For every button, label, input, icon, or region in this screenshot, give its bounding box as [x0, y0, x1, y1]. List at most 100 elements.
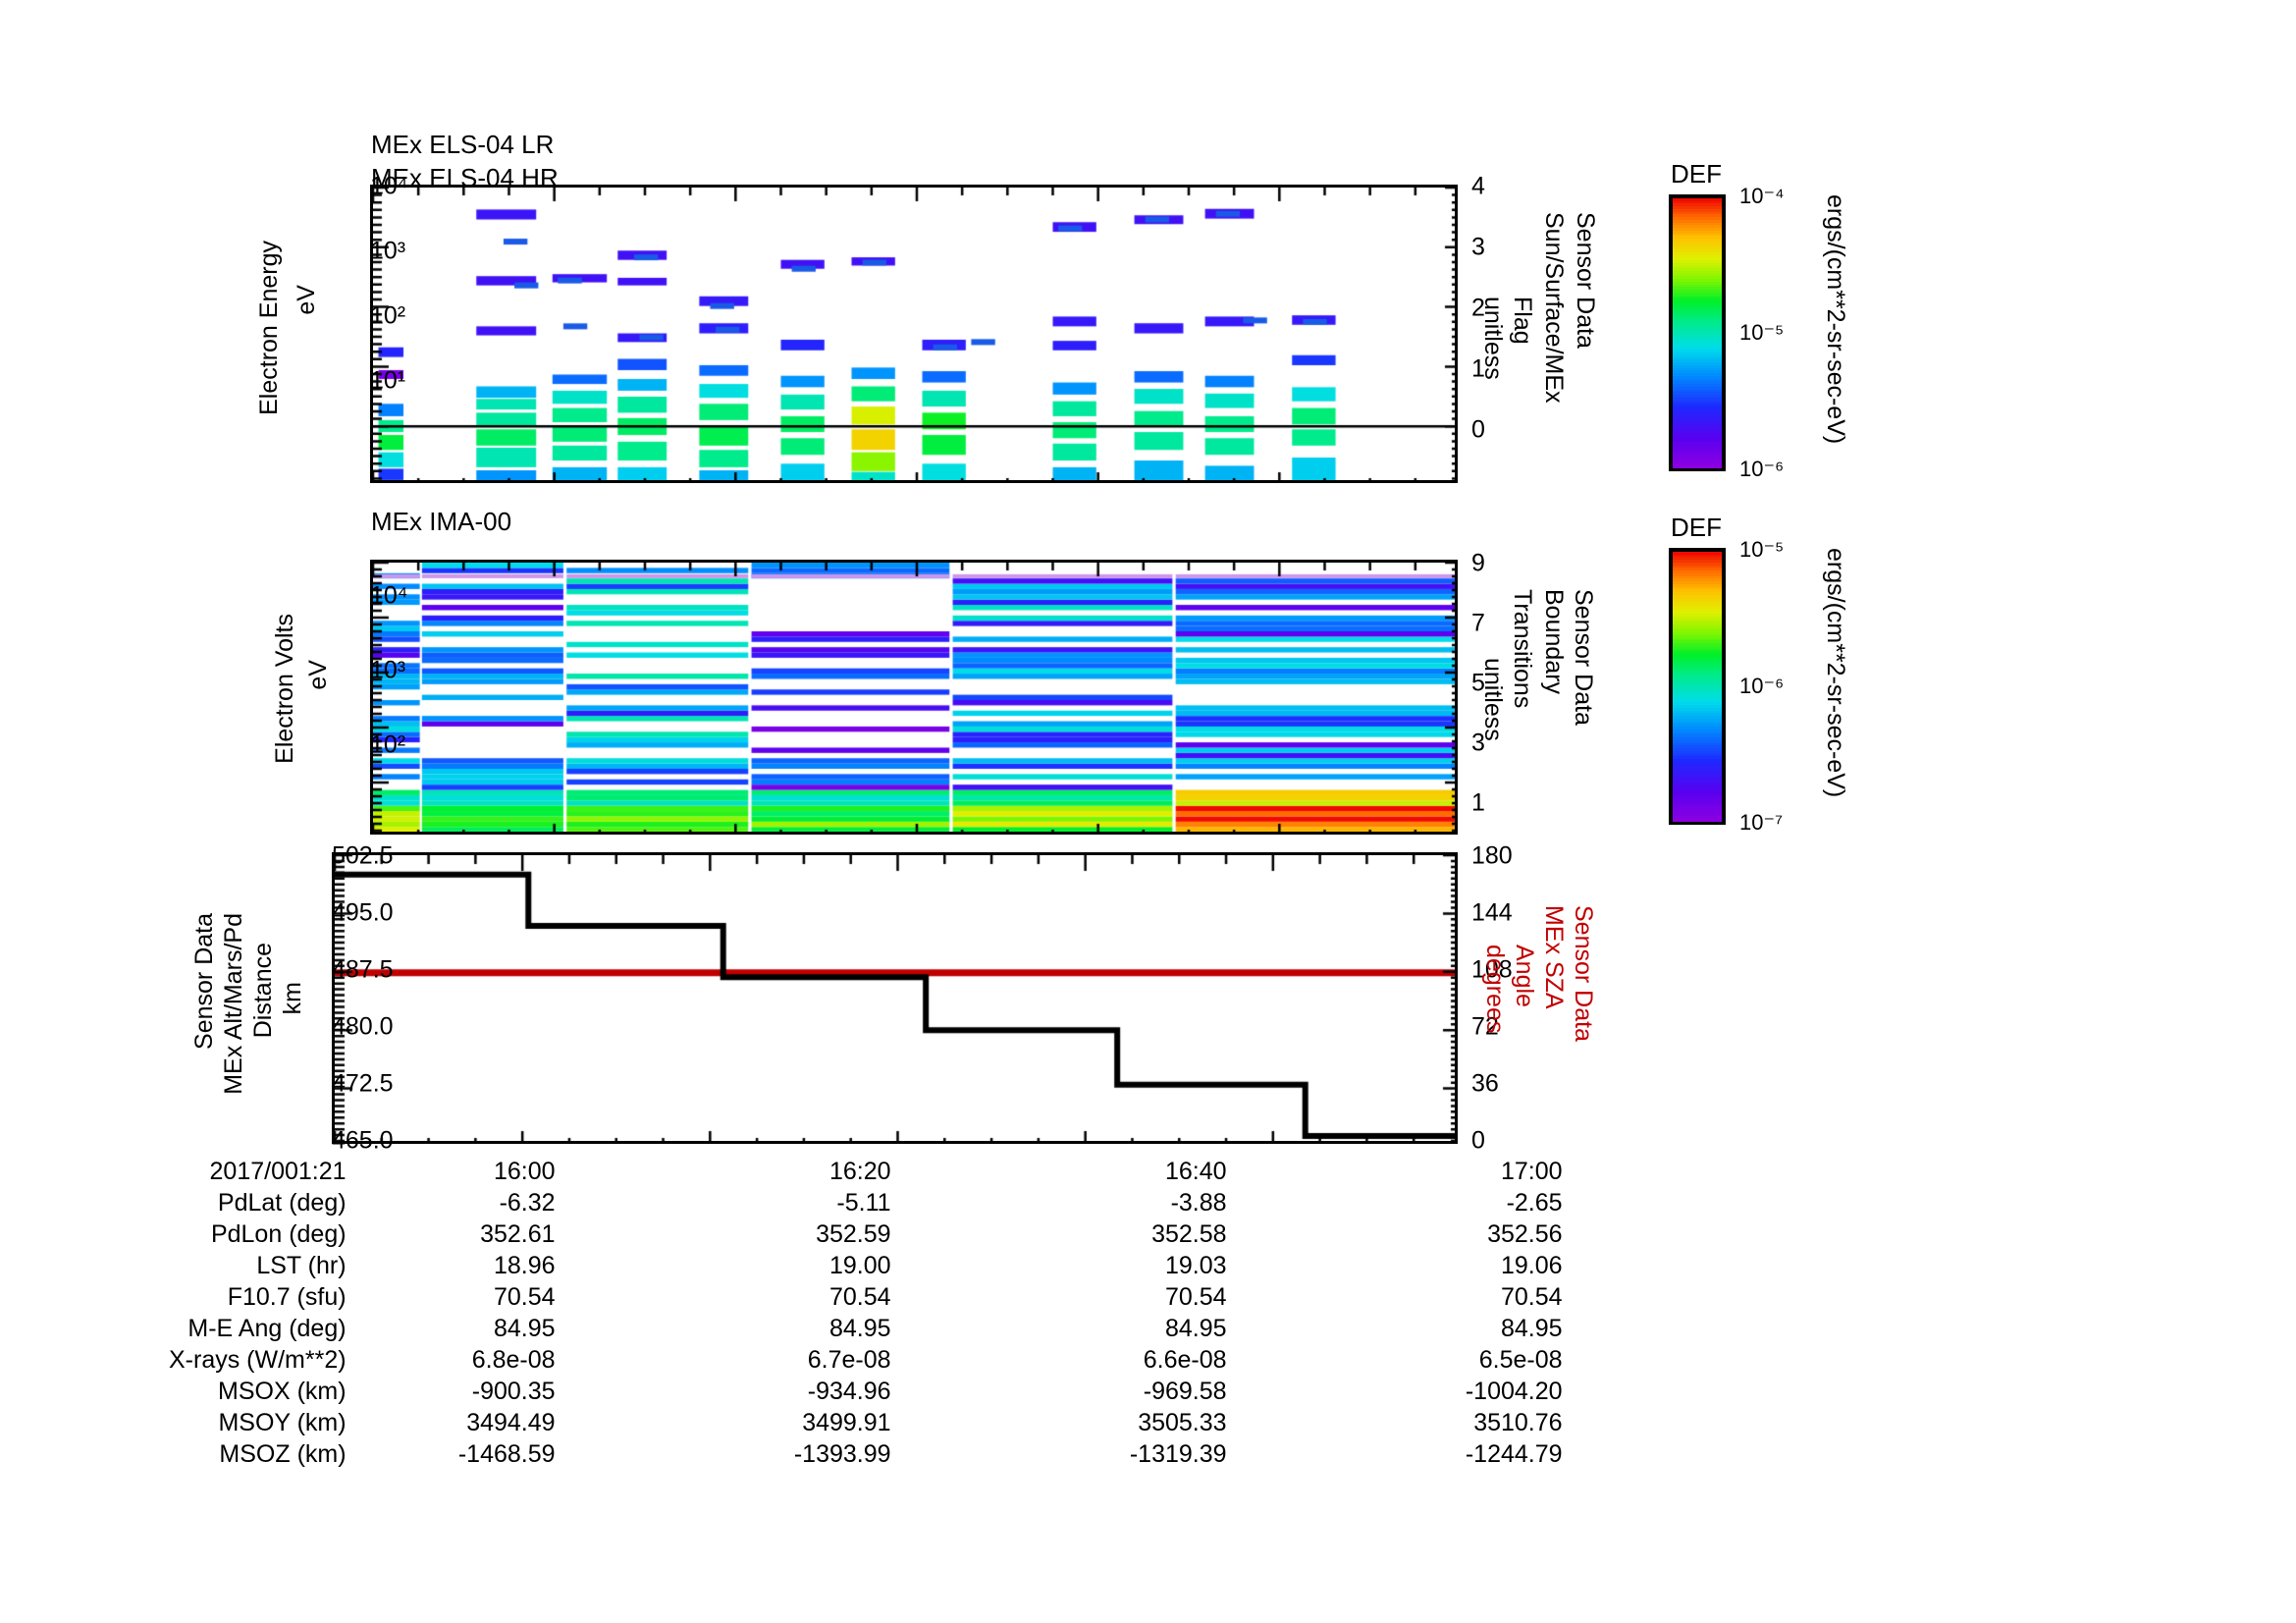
els-right-axis-l3: Flag — [1509, 297, 1536, 345]
ima-y-axis-unit: eV — [304, 660, 332, 690]
els-y-axis-unit-text: eV — [293, 285, 320, 315]
ima-colorbar — [1669, 548, 1726, 825]
els-colorbar-title: DEF — [1671, 159, 1722, 189]
table-row-label: PdLon (deg) — [210, 1220, 347, 1248]
ima-y-axis-unit-text: eV — [304, 660, 332, 690]
table-cell: -6.32 — [499, 1189, 556, 1217]
table-row: 2017/001:21 16:00 16:20 16:40 17:00 — [169, 1157, 1563, 1186]
table-cell: 16:00 — [494, 1158, 556, 1185]
ima-right-axis-l1: Sensor Data — [1570, 589, 1597, 726]
table-row-label: PdLat (deg) — [217, 1189, 347, 1217]
table-row-label: X-rays (W/m**2) — [169, 1346, 347, 1374]
alt-y-l3: Distance — [249, 943, 277, 1039]
table-cell: 16:20 — [829, 1158, 891, 1185]
sza-right-ytick-144: 144 — [1471, 898, 1513, 927]
table-cell: 352.58 — [1151, 1220, 1227, 1248]
table-cell: -2.65 — [1506, 1189, 1563, 1217]
table-row-label: MSOX (km) — [218, 1378, 347, 1405]
els-colorbar — [1669, 194, 1726, 471]
sza-right-axis-line1: Sensor Data — [1570, 905, 1597, 1042]
table-cell: -1468.59 — [457, 1440, 556, 1468]
table-row-label: LST (hr) — [256, 1252, 347, 1279]
sza-right-ytick-0: 0 — [1471, 1126, 1485, 1155]
table-cell: 352.61 — [480, 1220, 556, 1248]
els-right-axis-l4: unitless — [1479, 297, 1507, 380]
table-cell: 3505.33 — [1138, 1409, 1227, 1436]
table-cell: 19.00 — [829, 1252, 891, 1279]
table-cell: 3510.76 — [1473, 1409, 1563, 1436]
ima-right-ytick-3: 3 — [1471, 729, 1485, 757]
table-row-label: MSOY (km) — [218, 1409, 347, 1436]
table-row: M-E Ang (deg) 84.95 84.95 84.95 84.95 — [169, 1314, 1563, 1343]
els-spectrogram-panel — [370, 185, 1458, 483]
els-right-ytick-1: 1 — [1471, 354, 1485, 383]
table-cell: 352.56 — [1487, 1220, 1563, 1248]
els-colorbar-tick-max: 10⁻⁴ — [1739, 184, 1785, 208]
ima-colorbar-title: DEF — [1671, 513, 1722, 542]
els-colorbar-units: ergs/(cm**2-sr-sec-eV) — [1822, 194, 1849, 445]
table-cell: 17:00 — [1501, 1158, 1563, 1185]
ima-title: MEx IMA-00 — [371, 507, 512, 536]
table-row: MSOY (km) 3494.49 3499.91 3505.33 3510.76 — [169, 1408, 1563, 1437]
ima-colorbar-units: ergs/(cm**2-sr-sec-eV) — [1822, 548, 1849, 798]
ima-colorbar-tick-mid: 10⁻⁶ — [1739, 674, 1785, 698]
table-cell: -1319.39 — [1129, 1440, 1227, 1468]
table-cell: 6.8e-08 — [471, 1346, 556, 1374]
table-cell: -3.88 — [1170, 1189, 1227, 1217]
ima-colorbar-tick-max: 10⁻⁵ — [1739, 537, 1785, 562]
table-cell: 18.96 — [494, 1252, 556, 1279]
ima-colorbar-tick-min: 10⁻⁷ — [1739, 810, 1784, 835]
alt-y-l1: Sensor Data — [190, 913, 218, 1050]
els-y-axis-label: Electron Energy — [255, 241, 283, 415]
ima-spectrogram-panel — [370, 560, 1458, 835]
els-right-ytick-0: 0 — [1471, 415, 1485, 444]
ima-right-axis-label-line3: Transitions — [1509, 589, 1536, 709]
alt-y-axis-line3: Distance — [249, 943, 277, 1039]
table-cell: 19.06 — [1501, 1252, 1563, 1279]
alt-y-axis-line2: MEx Alt/Mars/Pd — [220, 913, 247, 1095]
alt-y-axis-line4: km — [279, 982, 306, 1015]
table-cell: 70.54 — [829, 1283, 891, 1311]
sza-right-ytick-108: 108 — [1471, 955, 1513, 984]
table-row-label: MSOZ (km) — [219, 1440, 347, 1468]
alt-y-l2: MEx Alt/Mars/Pd — [220, 913, 247, 1095]
table-row: LST (hr) 18.96 19.00 19.03 19.06 — [169, 1251, 1563, 1280]
els-lr-title: MEx ELS-04 LR — [371, 130, 555, 159]
table-cell: 352.59 — [816, 1220, 891, 1248]
sza-right-l1: Sensor Data — [1570, 905, 1597, 1042]
table-cell: 84.95 — [1501, 1315, 1563, 1342]
ima-right-ytick-1: 1 — [1471, 788, 1485, 817]
els-hr-title: MEx ELS-04 HR — [371, 163, 559, 192]
table-cell: -969.58 — [1143, 1378, 1227, 1405]
table-row: F10.7 (sfu) 70.54 70.54 70.54 70.54 — [169, 1282, 1563, 1312]
ima-right-ytick-7: 7 — [1471, 609, 1485, 637]
ima-right-axis-l3: Transitions — [1509, 589, 1536, 709]
table-cell: 16:40 — [1165, 1158, 1227, 1185]
els-colorbar-tick-mid: 10⁻⁵ — [1739, 320, 1785, 345]
altitude-line-canvas — [335, 855, 1455, 1141]
sza-right-l2: MEx SZA — [1540, 905, 1568, 1009]
table-cell: 3499.91 — [802, 1409, 891, 1436]
table-cell: 84.95 — [494, 1315, 556, 1342]
table-cell: 70.54 — [1501, 1283, 1563, 1311]
els-right-axis-l1: Sensor Data — [1572, 212, 1599, 349]
ima-right-axis-label-line1: Sensor Data — [1570, 589, 1597, 726]
els-heatmap-canvas — [373, 188, 1455, 480]
els-y-axis-unit: eV — [293, 285, 320, 315]
table-cell: 70.54 — [494, 1283, 556, 1311]
ephemeris-table: 2017/001:21 16:00 16:20 16:40 17:00 PdLat (de… — [167, 1155, 1565, 1471]
els-right-axis-l2: Sun/Surface/MEx — [1540, 212, 1568, 404]
ima-right-axis-label-line4: unitless — [1479, 658, 1507, 741]
alt-y-l4: km — [279, 982, 306, 1015]
table-row-label: F10.7 (sfu) — [227, 1283, 347, 1311]
altitude-sza-panel — [332, 852, 1458, 1144]
table-row: PdLon (deg) 352.61 352.59 352.58 352.56 — [169, 1219, 1563, 1249]
ima-right-ytick-9: 9 — [1471, 549, 1485, 577]
sza-right-axis-line3: Angle — [1511, 945, 1538, 1007]
els-right-axis-label-line2: Sun/Surface/MEx — [1540, 212, 1568, 404]
table-row: X-rays (W/m**2) 6.8e-08 6.7e-08 6.6e-08 6.5e… — [169, 1345, 1563, 1375]
table-cell: 6.5e-08 — [1478, 1346, 1563, 1374]
sza-right-ytick-180: 180 — [1471, 841, 1513, 870]
sza-right-axis-line2: MEx SZA — [1540, 905, 1568, 1009]
table-row-label: M-E Ang (deg) — [187, 1315, 347, 1342]
